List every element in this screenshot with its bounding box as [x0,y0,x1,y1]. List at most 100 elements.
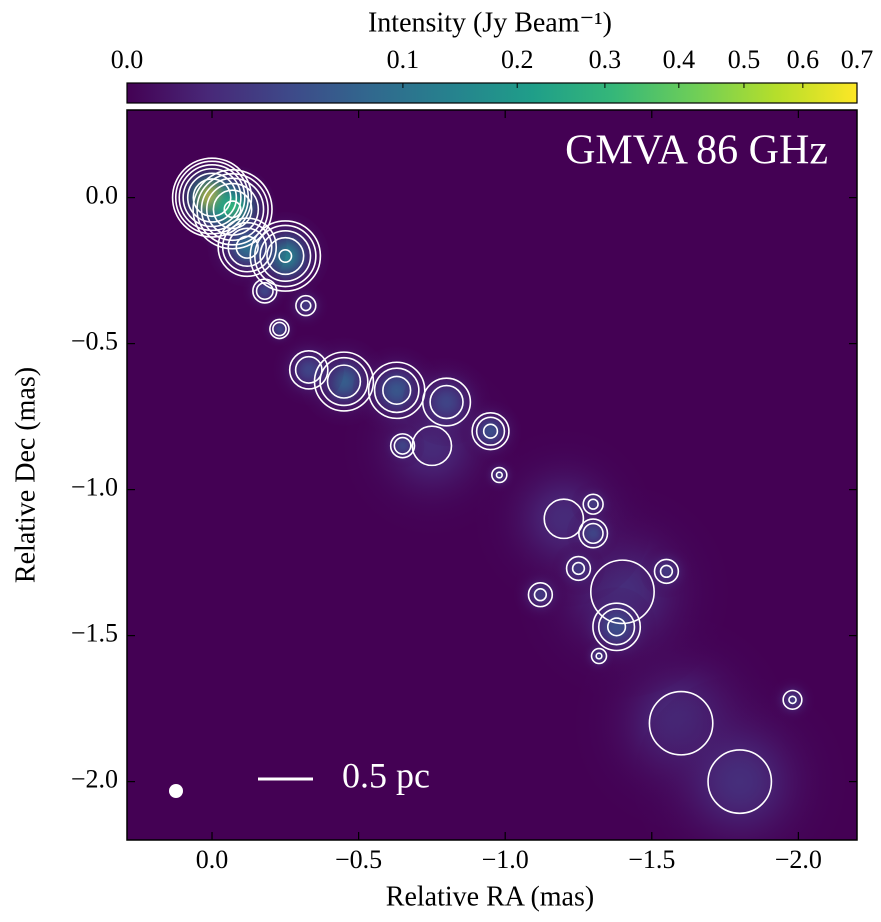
emission-component [380,423,425,468]
beam [169,784,183,798]
emission-component [640,544,693,598]
contour [533,588,548,602]
emission-component [513,568,567,622]
contour [597,608,636,646]
contour [606,617,627,637]
emission-component [459,400,522,462]
contour [475,416,506,446]
y-tick-label: −1.0 [71,473,118,502]
colorbar [126,82,858,104]
contour [582,522,604,545]
emission-component [481,457,517,493]
contour [543,498,585,540]
contour [411,425,453,467]
contour [252,278,278,304]
contour [595,652,603,660]
y-tick-label: −0.5 [71,327,118,356]
contour [278,248,293,264]
contour [249,220,322,292]
contour [788,695,797,705]
colorbar-tick-label: 0.6 [787,45,820,74]
colorbar-tick-label: 0.4 [663,45,696,74]
y-tick-label: −1.5 [71,619,118,648]
contour [590,647,608,665]
contour [223,200,242,219]
contour [192,178,232,218]
emission-component [283,283,328,328]
contour [259,230,312,282]
emission-component [581,638,617,674]
x-tick-label: −1.5 [628,845,675,874]
x-tick-label: −2.0 [775,845,822,874]
contour [587,498,599,510]
image [171,157,846,840]
y-tick-label: 0.0 [86,181,119,210]
contour [217,217,278,278]
colorbar-label: Intensity (Jy Beam⁻¹) [368,7,612,38]
contour [178,164,246,232]
contour [192,169,273,250]
contour [269,318,290,340]
contour [300,299,312,312]
contour [578,518,609,549]
plot-frame [126,109,858,841]
contour [266,236,305,276]
contour [582,493,604,515]
contour [592,602,642,652]
contour [373,367,420,414]
x-axis-label: Relative RA (mas) [386,881,594,912]
emission-component [770,677,815,722]
x-tick-label: 0.0 [196,845,229,874]
contour [429,384,464,420]
x-tick-label: −0.5 [335,845,382,874]
contour [471,411,510,451]
contour [186,172,238,223]
contour [589,559,655,625]
colorbar-tick-label: 0.3 [589,45,622,74]
contour [200,177,265,242]
emission-component [261,311,298,347]
contour [367,361,426,420]
colorbar-tick-label: 0.2 [501,45,534,74]
x-tick-label: −1.0 [482,845,529,874]
contour [389,433,416,459]
contour [707,749,773,815]
contour [491,466,508,484]
contour [182,167,242,228]
contour [255,282,274,301]
contour [565,555,592,582]
y-tick-label: −2.0 [71,765,118,794]
contour [319,356,369,407]
y-axis-label: Relative Dec (mas) [10,367,41,583]
contour [659,564,674,579]
contour [382,375,412,405]
chart-title: GMVA 86 GHz [565,128,828,174]
emission-component [475,430,652,607]
contour [571,561,586,576]
contour [653,558,680,585]
colorbar-tick-label: 0.1 [387,45,420,74]
contour [227,227,267,268]
colorbar-tick-label: 0.5 [728,45,761,74]
contour [393,436,412,455]
contour [295,294,317,317]
contour [272,321,287,337]
emission-component [273,334,344,406]
contour [782,689,803,710]
contour [288,350,329,390]
contour [221,221,273,273]
contour [171,157,253,238]
contour [527,582,554,608]
contour [495,471,503,479]
contour [326,364,362,399]
contour [235,235,259,259]
scale-bar-label: 0.5 pc [342,755,430,795]
colorbar-tick-label: 0.7 [841,45,874,74]
contour [196,172,269,246]
contour [421,377,472,427]
contour [294,355,323,384]
colorbar-tick-label: 0.0 [111,45,144,74]
contour [648,690,714,756]
